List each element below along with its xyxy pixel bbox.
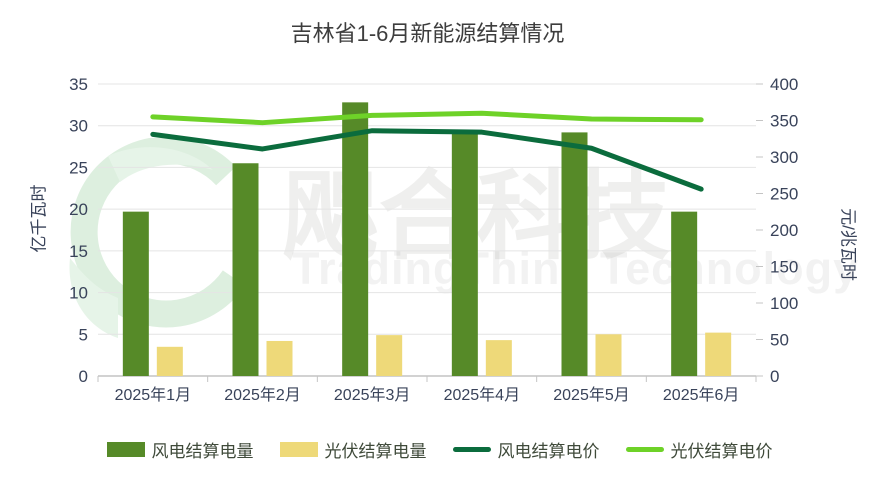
chart-title: 吉林省1-6月新能源结算情况 bbox=[290, 21, 565, 46]
left-axis-tick: 0 bbox=[79, 367, 88, 386]
right-axis-tick: 250 bbox=[770, 185, 798, 204]
solar-volume-bar bbox=[485, 340, 512, 376]
left-axis-tick: 15 bbox=[69, 242, 88, 261]
wind-price-line bbox=[150, 128, 704, 192]
right-axis-tick: 400 bbox=[770, 75, 798, 94]
wind-volume-bar bbox=[451, 133, 478, 376]
left-axis-tick: 5 bbox=[79, 325, 88, 344]
watermark-logo bbox=[69, 138, 246, 338]
legend-label: 风电结算电量 bbox=[151, 442, 254, 461]
wind-volume-bar bbox=[561, 132, 588, 376]
right-axis-tick: 350 bbox=[770, 112, 798, 131]
wind-volume-bar bbox=[232, 163, 259, 376]
left-axis-tick: 30 bbox=[69, 117, 88, 136]
wind-volume-bar bbox=[671, 211, 698, 376]
right-axis-tick: 150 bbox=[770, 258, 798, 277]
solar-volume-bar bbox=[266, 340, 293, 376]
left-axis-tick: 35 bbox=[69, 75, 88, 94]
left-axis-name: 亿千瓦时 bbox=[29, 184, 49, 253]
legend-label: 光伏结算电价 bbox=[670, 442, 773, 461]
legend-swatch-solar-volume bbox=[279, 442, 318, 457]
right-axis-tick: 200 bbox=[770, 221, 798, 240]
legend-swatch-solar-price bbox=[625, 447, 664, 452]
legend-swatch-wind-volume bbox=[106, 442, 145, 457]
left-axis-tick: 20 bbox=[69, 200, 88, 219]
solar-volume-bar bbox=[595, 334, 622, 376]
right-axis-tick: 300 bbox=[770, 148, 798, 167]
legend-swatch-wind-price bbox=[452, 447, 491, 452]
solar-price-line bbox=[150, 110, 704, 126]
right-axis-name: 元/兆瓦时 bbox=[838, 208, 858, 281]
right-axis-tick: 0 bbox=[770, 367, 779, 386]
solar-volume-bar bbox=[376, 335, 403, 376]
wind-volume-bar bbox=[122, 211, 149, 376]
x-axis-label: 2025年6月 bbox=[663, 386, 740, 404]
legend-item-wind-volume[interactable]: 风电结算电量 bbox=[106, 437, 254, 462]
x-axis-label: 2025年3月 bbox=[334, 386, 411, 404]
solar-volume-bar bbox=[705, 332, 732, 376]
legend-item-solar-volume[interactable]: 光伏结算电量 bbox=[279, 437, 427, 462]
x-axis-label: 2025年1月 bbox=[115, 386, 192, 404]
left-axis-tick: 10 bbox=[69, 284, 88, 303]
x-axis-label: 2025年2月 bbox=[224, 386, 301, 404]
right-axis-tick: 100 bbox=[770, 294, 798, 313]
x-axis-label: 2025年5月 bbox=[553, 386, 630, 404]
legend-item-wind-price[interactable]: 风电结算电价 bbox=[452, 437, 600, 462]
legend-item-solar-price[interactable]: 光伏结算电价 bbox=[625, 437, 773, 462]
right-axis-tick: 50 bbox=[770, 331, 789, 350]
solar-volume-bar bbox=[156, 346, 183, 376]
x-axis-label: 2025年4月 bbox=[444, 386, 521, 404]
legend-label: 光伏结算电量 bbox=[324, 442, 427, 461]
left-axis-tick: 25 bbox=[69, 158, 88, 177]
legend: 风电结算电量 光伏结算电量 风电结算电价 光伏结算电价 bbox=[0, 437, 879, 462]
legend-label: 风电结算电价 bbox=[497, 442, 600, 461]
wind-volume-bar bbox=[342, 102, 369, 377]
